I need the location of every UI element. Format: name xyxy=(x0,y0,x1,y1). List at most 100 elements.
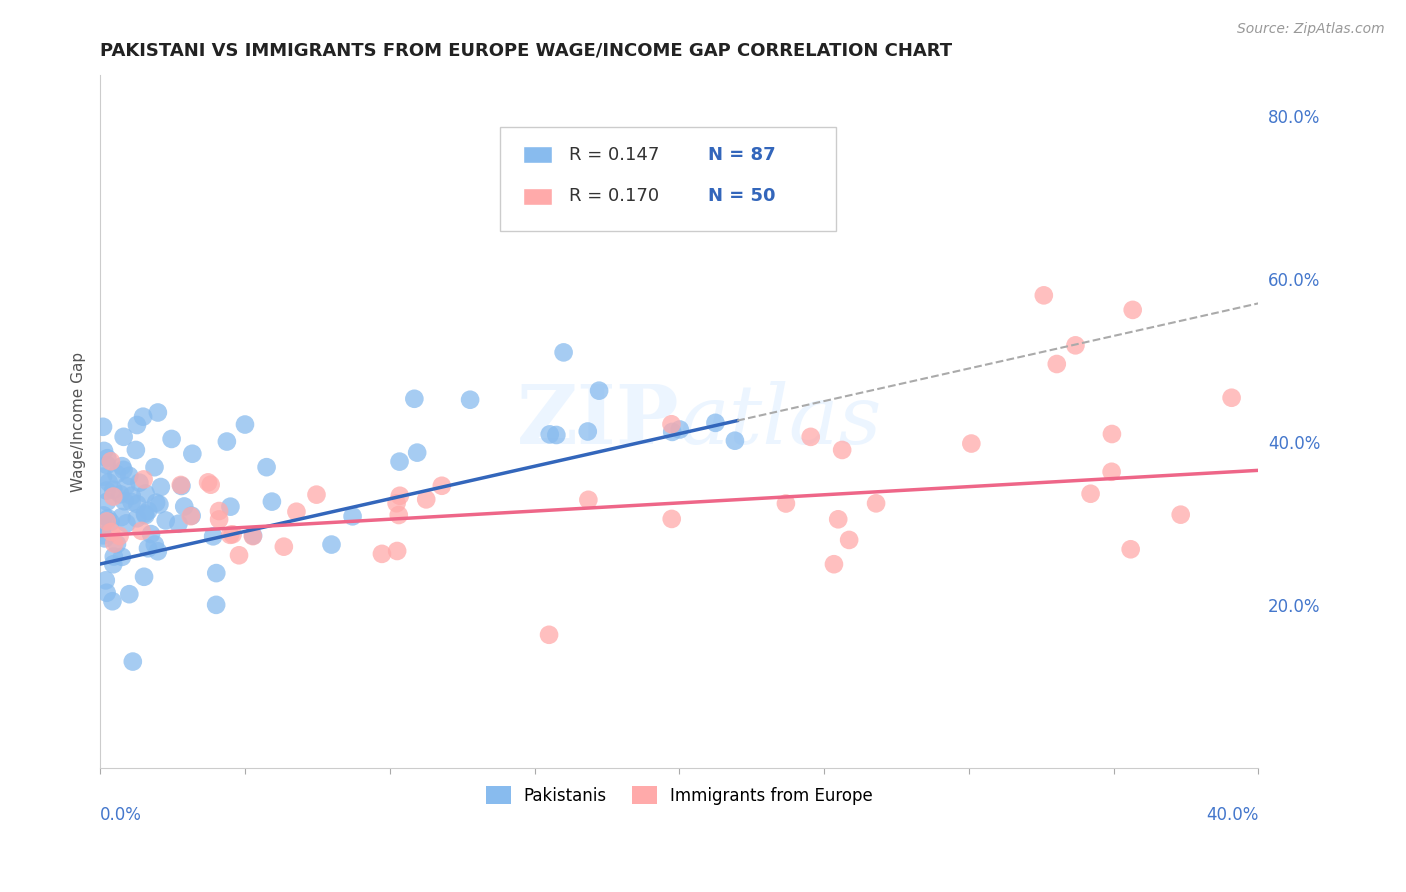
Point xyxy=(96,458,118,472)
Text: Source: ZipAtlas.com: Source: ZipAtlas.com xyxy=(1237,22,1385,37)
Point xyxy=(118,587,141,601)
Point xyxy=(704,416,727,430)
Text: R = 0.147: R = 0.147 xyxy=(569,145,659,164)
Point xyxy=(167,516,190,531)
Point xyxy=(132,409,155,424)
Point xyxy=(93,508,115,523)
Point xyxy=(94,574,117,588)
Point xyxy=(388,508,411,522)
Point xyxy=(404,392,426,406)
Point xyxy=(131,524,153,538)
Point xyxy=(205,598,228,612)
Point xyxy=(1101,465,1123,479)
Point xyxy=(136,504,159,518)
Point xyxy=(208,512,231,526)
Point xyxy=(219,500,242,514)
Point xyxy=(800,430,823,444)
Point xyxy=(385,544,408,558)
Point xyxy=(960,436,983,450)
Point xyxy=(112,430,135,444)
Point xyxy=(588,384,610,398)
Point xyxy=(96,483,118,498)
Point xyxy=(1032,288,1054,302)
Point xyxy=(103,558,125,572)
Point xyxy=(406,445,429,459)
Point xyxy=(146,544,169,558)
Point xyxy=(1220,391,1243,405)
Point xyxy=(91,419,114,434)
Point xyxy=(115,516,138,531)
Point xyxy=(91,516,114,531)
Point xyxy=(125,442,148,457)
Text: 0.0%: 0.0% xyxy=(100,805,142,824)
Point xyxy=(827,512,849,526)
Point xyxy=(388,455,411,469)
Point xyxy=(105,467,128,482)
Point xyxy=(1080,487,1102,501)
Point xyxy=(132,472,155,486)
Point xyxy=(121,495,143,509)
Point xyxy=(93,444,115,458)
Point xyxy=(97,475,120,490)
Point xyxy=(139,527,162,541)
FancyBboxPatch shape xyxy=(499,128,835,231)
Point xyxy=(146,405,169,419)
Text: PAKISTANI VS IMMIGRANTS FROM EUROPE WAGE/INCOME GAP CORRELATION CHART: PAKISTANI VS IMMIGRANTS FROM EUROPE WAGE… xyxy=(100,42,952,60)
Point xyxy=(160,432,183,446)
Point xyxy=(136,541,159,556)
Point xyxy=(143,537,166,551)
Point xyxy=(100,524,122,539)
Point xyxy=(112,463,135,477)
Point xyxy=(430,479,453,493)
Point xyxy=(775,496,797,510)
Point xyxy=(96,515,118,529)
Point xyxy=(228,548,250,562)
Point xyxy=(256,460,278,475)
Point xyxy=(134,507,156,521)
Point xyxy=(1046,357,1069,371)
Point xyxy=(1119,542,1142,557)
Point xyxy=(110,487,132,501)
Point xyxy=(538,427,561,442)
Point xyxy=(1170,508,1192,522)
Point xyxy=(103,536,125,550)
Point xyxy=(96,451,118,466)
Point xyxy=(576,492,599,507)
Point xyxy=(108,529,131,543)
Text: N = 50: N = 50 xyxy=(709,187,776,205)
Point xyxy=(415,492,437,507)
Point xyxy=(215,434,238,449)
Point xyxy=(125,417,148,432)
Legend: Pakistanis, Immigrants from Europe: Pakistanis, Immigrants from Europe xyxy=(479,780,880,812)
Point xyxy=(143,460,166,475)
Point xyxy=(112,494,135,508)
Point xyxy=(385,496,408,510)
Point xyxy=(546,428,568,442)
Point xyxy=(105,537,128,551)
Point xyxy=(103,490,125,504)
Point xyxy=(661,417,683,432)
Point xyxy=(91,528,114,542)
Point xyxy=(100,454,122,468)
Point xyxy=(342,509,364,524)
Point xyxy=(838,533,860,547)
Point xyxy=(1064,338,1087,352)
Point xyxy=(724,434,747,448)
Point xyxy=(1122,302,1144,317)
Point xyxy=(121,489,143,503)
Point xyxy=(149,480,172,494)
Text: 40.0%: 40.0% xyxy=(1206,805,1258,824)
Point xyxy=(97,511,120,525)
Point xyxy=(96,494,118,508)
Point xyxy=(553,345,575,359)
Text: R = 0.170: R = 0.170 xyxy=(569,187,659,205)
Point xyxy=(181,447,204,461)
FancyBboxPatch shape xyxy=(523,187,553,205)
Point xyxy=(865,496,887,510)
Point xyxy=(576,425,599,439)
Point xyxy=(155,513,177,527)
Point xyxy=(197,475,219,490)
Point xyxy=(128,475,150,490)
Point xyxy=(831,442,853,457)
Point xyxy=(242,528,264,542)
